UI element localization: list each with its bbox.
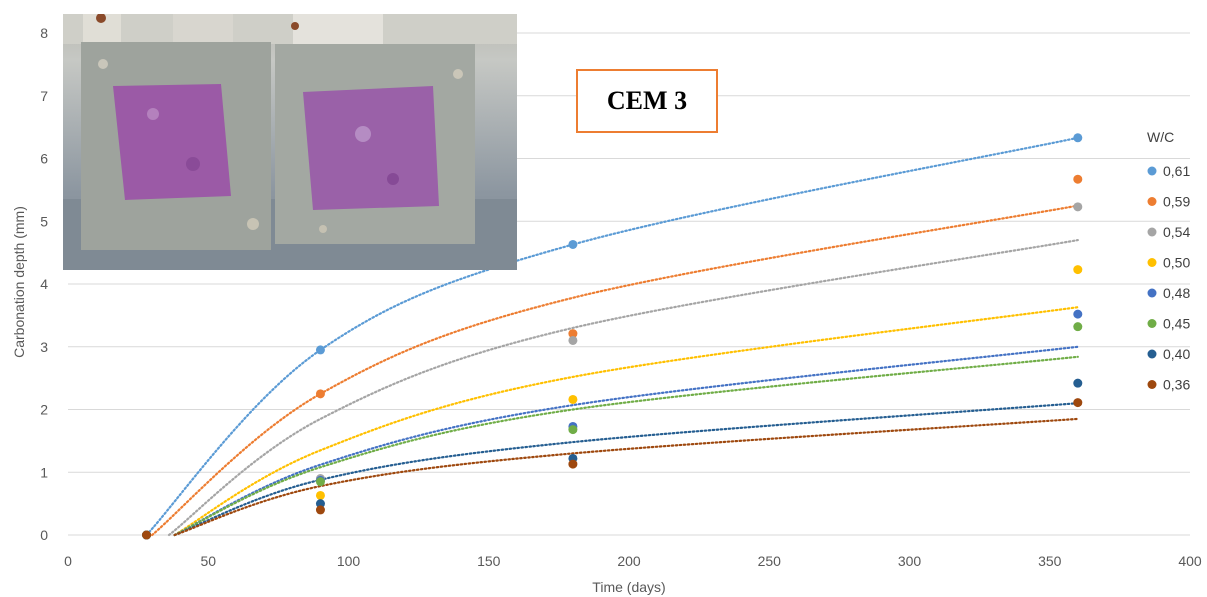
cement-type-label: CEM 3 — [576, 69, 718, 133]
data-point — [1073, 378, 1083, 388]
y-axis-ticks: 0 1 2 3 4 5 6 7 8 — [40, 25, 48, 543]
y-tick-label: 2 — [40, 402, 48, 418]
legend-marker — [1147, 349, 1157, 359]
data-point — [568, 459, 578, 469]
legend-marker — [1147, 197, 1157, 206]
specimen-photo — [63, 14, 517, 270]
legend-marker — [1147, 166, 1157, 176]
y-tick-label: 4 — [40, 276, 48, 292]
data-point — [568, 394, 578, 404]
data-point — [142, 530, 152, 540]
trendline-0,40 — [173, 402, 1079, 537]
y-tick-label: 5 — [40, 213, 48, 229]
data-point — [315, 389, 325, 399]
data-point — [315, 499, 325, 509]
legend-marker — [1147, 380, 1157, 389]
legend-label: 0,50 — [1163, 255, 1190, 271]
legend-label: 0,45 — [1163, 316, 1190, 332]
data-point — [568, 425, 578, 435]
legend-label: 0,54 — [1163, 224, 1190, 240]
trendline-0,45 — [173, 355, 1079, 537]
x-axis-title: Time (days) — [592, 579, 665, 595]
x-tick-label: 50 — [200, 553, 216, 569]
x-tick-label: 250 — [758, 553, 782, 569]
y-tick-label: 1 — [40, 464, 48, 480]
legend-label: 0,59 — [1163, 194, 1190, 210]
data-point — [1073, 265, 1083, 275]
trendline-0,50 — [173, 306, 1079, 537]
y-tick-label: 3 — [40, 339, 48, 355]
x-tick-label: 100 — [337, 553, 361, 569]
legend-marker — [1147, 319, 1157, 328]
legend: 0,61 0,59 0,54 0,50 0,48 0,45 0,40 0,36 — [1147, 163, 1190, 393]
trendline-0,54 — [167, 239, 1079, 537]
trendline-0,59 — [151, 204, 1079, 537]
trendline-0,61 — [145, 136, 1079, 537]
legend-label: 0,40 — [1163, 346, 1190, 362]
data-point — [1073, 133, 1083, 143]
y-tick-label: 7 — [40, 88, 48, 104]
x-tick-label: 200 — [617, 553, 641, 569]
x-tick-label: 300 — [898, 553, 922, 569]
data-point — [568, 335, 578, 345]
data-point — [315, 345, 325, 355]
data-point — [315, 505, 325, 515]
legend-label: 0,48 — [1163, 285, 1190, 301]
x-tick-label: 150 — [477, 553, 501, 569]
legend-label: 0,36 — [1163, 377, 1190, 393]
trendline-0,48 — [173, 345, 1079, 537]
data-point — [568, 239, 578, 249]
data-point — [315, 490, 325, 500]
legend-marker — [1147, 227, 1157, 237]
data-point — [1073, 174, 1083, 184]
y-tick-label: 0 — [40, 527, 48, 543]
x-tick-label: 400 — [1178, 553, 1202, 569]
cement-type-text: CEM 3 — [606, 86, 688, 115]
data-point — [1073, 309, 1083, 319]
data-points — [142, 133, 1083, 540]
trendlines — [145, 136, 1079, 537]
x-axis-ticks: 0 50 100 150 200 250 300 350 400 — [64, 553, 1202, 569]
data-point — [1073, 398, 1083, 408]
y-axis-title: Carbonation depth (mm) — [11, 206, 27, 358]
data-point — [315, 477, 325, 487]
x-tick-label: 0 — [64, 553, 72, 569]
legend-marker — [1147, 288, 1157, 298]
trendline-0,36 — [173, 417, 1079, 537]
legend-label: 0,61 — [1163, 163, 1190, 179]
legend-marker — [1147, 258, 1157, 267]
x-tick-label: 350 — [1038, 553, 1062, 569]
data-point — [568, 329, 578, 339]
data-point — [1073, 322, 1083, 332]
y-tick-label: 6 — [40, 151, 48, 167]
y-tick-label: 8 — [40, 25, 48, 41]
data-point — [1073, 202, 1083, 212]
legend-title: W/C — [1147, 129, 1174, 145]
